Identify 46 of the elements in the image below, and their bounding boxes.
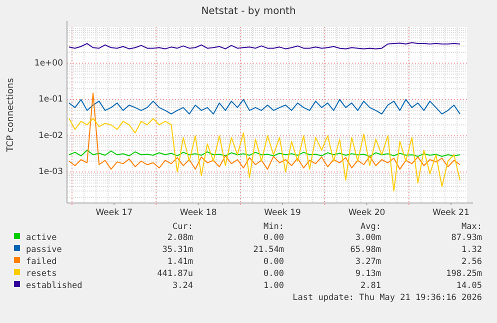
text: 3.24 <box>172 281 193 291</box>
text: Max: <box>462 222 482 232</box>
text: 21.54m <box>253 245 284 255</box>
line-series <box>68 150 460 157</box>
text: 3.27m <box>355 257 381 267</box>
text: 3.00m <box>355 233 381 243</box>
legend-label: resets <box>26 269 57 279</box>
text: 9.13m <box>355 269 381 279</box>
text: 1.32 <box>462 245 482 255</box>
line-series <box>68 92 460 170</box>
text: 0.00 <box>264 257 284 267</box>
y-tick-label: 1e-03 <box>38 167 63 178</box>
y-axis-title: TCP connections <box>6 78 16 153</box>
text: 87.93m <box>451 233 482 243</box>
text: 2.08m <box>167 233 193 243</box>
x-tick-label: Week 20 <box>348 208 386 218</box>
text: 0.00 <box>264 269 284 279</box>
line-series <box>68 99 460 114</box>
text: Cur: <box>172 222 193 232</box>
legend-label: active <box>26 233 57 243</box>
text: Avg: <box>360 222 381 232</box>
legend-label: passive <box>26 245 62 255</box>
y-tick-label: 1e+00 <box>34 58 63 68</box>
text: Min: <box>264 222 284 232</box>
x-tick-label: Week 18 <box>180 208 217 218</box>
text: 35.31m <box>162 245 193 255</box>
text: 2.81 <box>360 281 381 291</box>
line-series <box>68 118 460 192</box>
text: 0.00 <box>264 233 284 243</box>
text: 2.56 <box>462 257 482 267</box>
chart-title: Netstat - by month <box>201 6 296 17</box>
x-tick-label: Week 21 <box>432 208 470 218</box>
legend-label: failed <box>26 257 57 267</box>
x-tick-label: Week 17 <box>96 208 133 218</box>
y-tick-label: 1e-01 <box>38 94 63 105</box>
text: 1.41m <box>167 257 193 267</box>
text: 198.25m <box>446 269 482 279</box>
y-tick-label: 1e-02 <box>38 130 63 141</box>
text: 14.05 <box>456 281 482 291</box>
text: 1.00 <box>264 281 284 291</box>
text: 65.98m <box>350 245 381 255</box>
legend-label: established <box>26 281 82 291</box>
line-series <box>68 42 460 50</box>
text: 441.87u <box>157 269 193 279</box>
x-tick-label: Week 19 <box>264 208 301 218</box>
text: Last update: Thu May 21 19:36:16 2026 <box>292 293 482 303</box>
